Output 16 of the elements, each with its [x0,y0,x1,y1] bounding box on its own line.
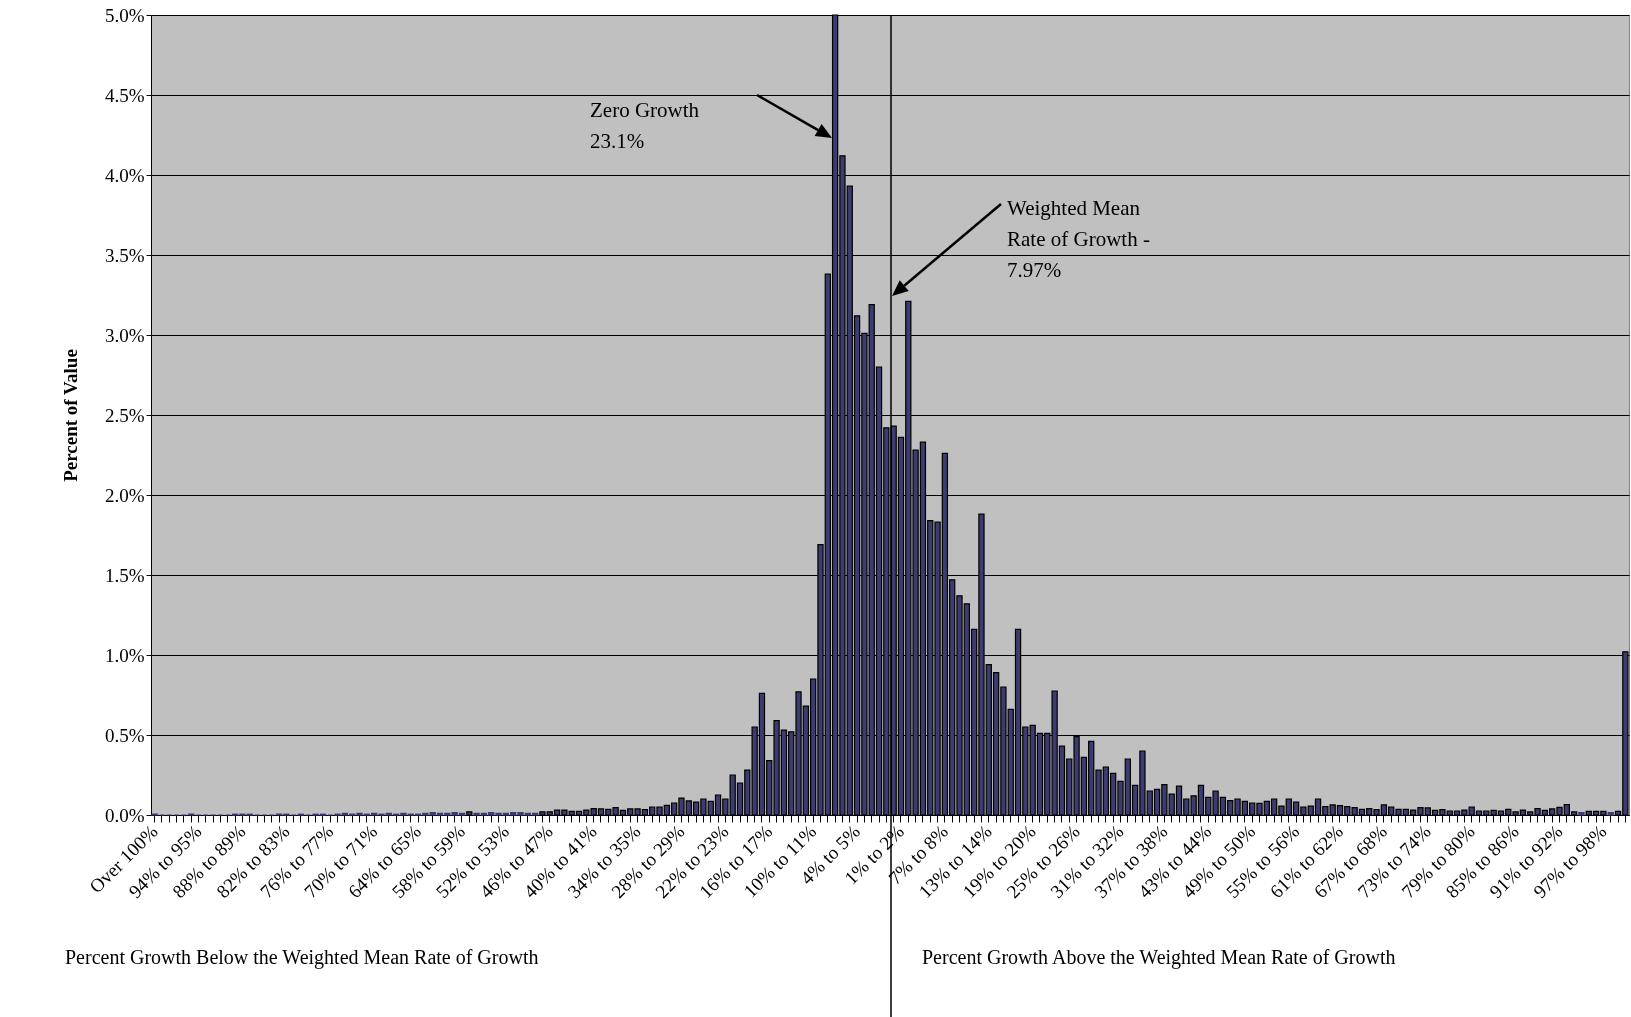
annotation: Weighted Mean Rate of Growth - 7.97% [1007,196,1150,282]
y-tick-label: 2.0% [104,484,145,506]
y-tick-label: 5.0% [104,4,145,26]
text: Percent Growth Above the Weighted Mean Rate of Growth [922,946,1396,969]
annotation: Zero Growth 23.1% [590,98,700,153]
y-tick-label: 3.0% [104,324,145,346]
y-tick-label: 0.0% [104,804,145,826]
y-tick-label: 1.5% [104,564,145,586]
y-tick-label: 1.0% [104,644,145,666]
y-tick-label: 4.5% [104,84,145,106]
y-tick-label: 4.0% [104,164,145,186]
y-axis-title: Percent of Value [59,349,81,482]
text: Percent Growth Below the Weighted Mean Rate of Growth [65,946,539,969]
y-tick-label: 3.5% [104,244,145,266]
y-tick-label: 0.5% [104,724,145,746]
y-tick-label: 2.5% [104,404,145,426]
